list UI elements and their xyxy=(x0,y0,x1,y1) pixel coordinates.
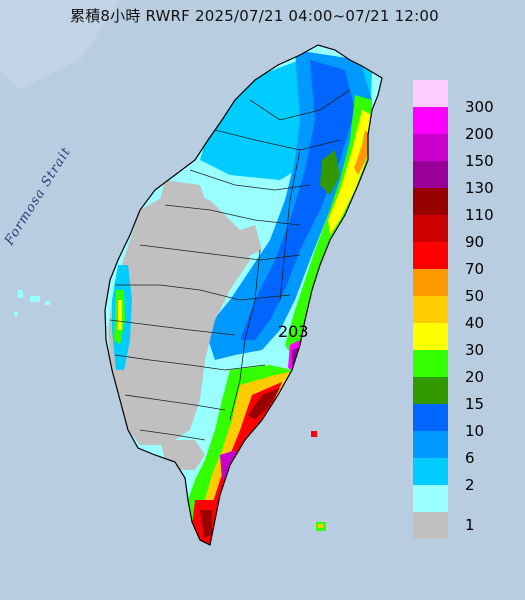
legend-swatch xyxy=(413,512,448,539)
legend-swatch xyxy=(413,134,448,161)
legend-label: 2 xyxy=(465,476,475,494)
penghu-islands xyxy=(18,290,23,298)
legend-swatch xyxy=(413,107,448,134)
sea-texture xyxy=(0,0,120,90)
map-title: 累積8小時 RWRF 2025/07/21 04:00~07/21 12:00 xyxy=(70,7,439,25)
legend-label: 70 xyxy=(465,260,485,278)
legend-label: 6 xyxy=(465,449,475,467)
rainfall-legend xyxy=(413,80,448,539)
legend-label: 20 xyxy=(465,368,485,386)
county-boundaries xyxy=(109,89,351,441)
legend-label: 300 xyxy=(465,98,494,116)
legend-swatch xyxy=(413,242,448,269)
legend-swatch xyxy=(413,431,448,458)
legend-swatch xyxy=(413,296,448,323)
legend-label: 90 xyxy=(465,233,485,251)
legend-label: 110 xyxy=(465,206,494,224)
legend-label: 130 xyxy=(465,179,494,197)
legend-label: 150 xyxy=(465,152,494,170)
legend-label: 1 xyxy=(465,516,475,534)
island-outline xyxy=(104,44,383,546)
legend-swatch xyxy=(413,188,448,215)
legend-swatch xyxy=(413,377,448,404)
legend-swatch xyxy=(413,404,448,431)
legend-swatch xyxy=(413,323,448,350)
legend-label: 200 xyxy=(465,125,494,143)
legend-swatch xyxy=(413,458,448,485)
legend-label: 15 xyxy=(465,395,485,413)
legend-swatch xyxy=(413,161,448,188)
legend-swatch xyxy=(413,485,448,512)
legend-label: 40 xyxy=(465,314,485,332)
legend-label: 10 xyxy=(465,422,485,440)
legend-swatch xyxy=(413,350,448,377)
legend-label: 50 xyxy=(465,287,485,305)
legend-swatch xyxy=(413,215,448,242)
legend-label: 30 xyxy=(465,341,485,359)
green-island xyxy=(311,431,317,437)
peak-rainfall-annotation: 203 xyxy=(278,322,309,341)
legend-swatch xyxy=(413,80,448,107)
legend-swatch xyxy=(413,269,448,296)
